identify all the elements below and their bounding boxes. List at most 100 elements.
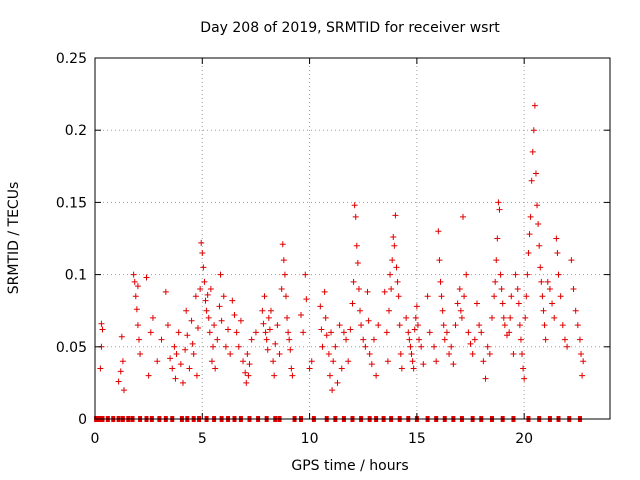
data-point — [177, 361, 184, 368]
data-point — [287, 346, 294, 353]
data-point — [506, 329, 513, 336]
chart-title: Day 208 of 2019, SRMTID for receiver wsr… — [200, 20, 500, 36]
data-point — [276, 351, 283, 358]
data-point — [340, 329, 347, 336]
data-point — [396, 322, 403, 329]
x-tick-label: 5 — [198, 431, 207, 447]
data-point — [288, 365, 295, 372]
data-point — [137, 351, 144, 358]
data-point — [450, 361, 457, 368]
data-point — [394, 278, 401, 285]
data-point — [321, 288, 328, 295]
data-point — [244, 351, 251, 358]
data-point — [266, 326, 273, 333]
data-point — [381, 288, 388, 295]
data-point — [135, 336, 142, 343]
data-point — [357, 307, 364, 314]
plot-frame — [94, 57, 611, 420]
y-tick-label: 0.2 — [65, 123, 87, 139]
data-point — [437, 278, 444, 285]
data-point — [145, 372, 152, 379]
data-point — [208, 358, 215, 365]
data-point — [579, 372, 586, 379]
data-point — [544, 278, 551, 285]
data-point — [384, 358, 391, 365]
data-point — [132, 293, 139, 300]
data-point — [406, 336, 413, 343]
data-point — [171, 343, 178, 350]
data-point — [549, 300, 556, 307]
data-point — [392, 212, 399, 219]
data-point — [260, 320, 267, 327]
data-point — [306, 365, 313, 372]
data-point — [262, 329, 269, 336]
data-point — [229, 297, 236, 304]
data-point — [225, 326, 232, 333]
data-point — [424, 293, 431, 300]
data-point — [457, 307, 464, 314]
data-point — [130, 271, 137, 278]
data-point — [169, 365, 176, 372]
x-tick-label: 20 — [515, 431, 533, 447]
data-point — [99, 326, 106, 333]
data-point — [205, 314, 212, 321]
data-point — [302, 271, 309, 278]
data-point — [222, 343, 229, 350]
data-point — [390, 234, 397, 241]
data-point — [551, 314, 558, 321]
data-point — [526, 231, 533, 238]
data-point — [184, 332, 191, 339]
data-point — [494, 235, 501, 242]
data-point — [578, 351, 585, 358]
data-point — [473, 300, 480, 307]
data-point — [365, 317, 372, 324]
data-point — [525, 249, 532, 256]
data-point — [282, 293, 289, 300]
data-point — [471, 336, 478, 343]
data-point — [217, 271, 224, 278]
data-point — [197, 286, 204, 293]
data-point — [231, 312, 238, 319]
data-point — [410, 365, 417, 372]
grid-lines — [95, 58, 610, 419]
data-point — [524, 271, 531, 278]
data-point — [486, 351, 493, 358]
data-point — [407, 343, 414, 350]
data-point — [435, 228, 442, 235]
data-point — [323, 332, 330, 339]
data-point — [134, 322, 141, 329]
data-point — [214, 336, 221, 343]
data-point — [186, 365, 193, 372]
data-point — [413, 303, 420, 310]
data-point — [536, 242, 543, 249]
data-point — [300, 329, 307, 336]
data-point — [351, 202, 358, 209]
data-point — [206, 329, 213, 336]
x-tick-label: 10 — [301, 431, 319, 447]
data-point — [285, 329, 292, 336]
data-point — [98, 320, 105, 327]
data-point — [328, 329, 335, 336]
data-point — [280, 257, 287, 264]
data-point — [433, 358, 440, 365]
data-point — [355, 286, 362, 293]
data-point — [240, 358, 247, 365]
data-point — [242, 369, 249, 376]
data-point — [286, 336, 293, 343]
data-point — [334, 379, 341, 386]
data-point — [366, 351, 373, 358]
data-point — [411, 326, 418, 333]
data-point — [554, 249, 561, 256]
data-point — [133, 306, 140, 313]
data-point — [252, 329, 259, 336]
data-point — [500, 314, 507, 321]
data-point — [352, 213, 359, 220]
data-point — [537, 264, 544, 271]
data-point — [237, 317, 244, 324]
data-point — [330, 358, 337, 365]
data-point — [149, 314, 156, 321]
data-point — [216, 303, 223, 310]
data-point — [443, 329, 450, 336]
data-point — [461, 293, 468, 300]
data-point — [336, 322, 343, 329]
